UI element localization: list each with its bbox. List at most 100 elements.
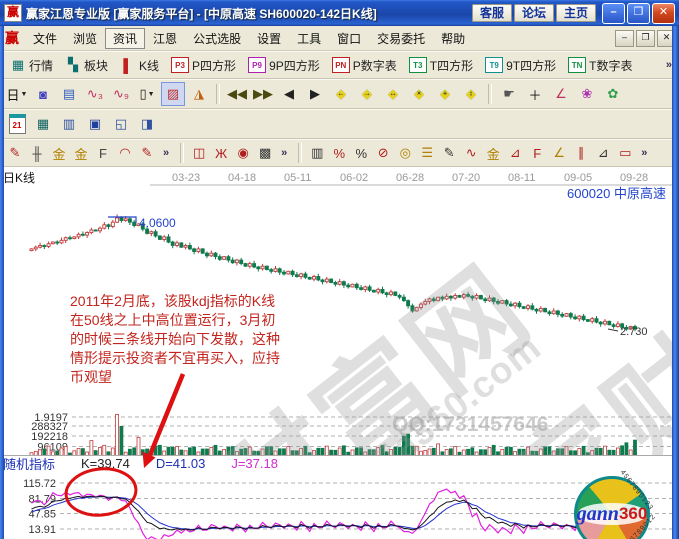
- marker-tool-icon[interactable]: ✎: [443, 145, 455, 160]
- menu-item-交易委托[interactable]: 交易委托: [377, 31, 426, 46]
- menu-item-江恩[interactable]: 江恩: [153, 31, 178, 46]
- last-bar-button[interactable]: ▶▶: [253, 86, 273, 101]
- menu-item-窗口[interactable]: 窗口: [337, 31, 362, 46]
- maximize-button[interactable]: ❐: [627, 3, 650, 24]
- kdj-scale-label: 115.72: [23, 478, 56, 490]
- menu-item-工具[interactable]: 工具: [297, 31, 322, 46]
- zoom-plus-diamond[interactable]: ◆ +: [440, 86, 450, 101]
- window-title: 赢家江恩专业版 [赢家服务平台] - [中原高速 SH600020-142日K线…: [26, 6, 377, 21]
- gold-circle-tool-icon[interactable]: ◎: [399, 145, 411, 160]
- window-border-right[interactable]: [672, 26, 679, 539]
- color-chart-icon[interactable]: ◮: [194, 86, 204, 101]
- panel-label: 日K线: [3, 171, 36, 185]
- gann-pattern-icon[interactable]: ▨: [161, 82, 185, 106]
- toolbar4-group2-chevron[interactable]: »: [641, 147, 648, 159]
- stochastic-indicator-panel[interactable]: 随机指标 K=39.74 D=41.03 J=37.18 115.72 81.79…: [0, 455, 679, 539]
- child-restore-button[interactable]: ❐: [636, 29, 655, 47]
- t-table-button[interactable]: TN T数字表: [562, 54, 638, 77]
- title-button-主页[interactable]: 主页: [555, 4, 596, 22]
- j-line-tool-icon[interactable]: ⊿: [509, 145, 521, 160]
- zoom-v-diamond-mark: ↕: [469, 90, 473, 98]
- gann-box-tool-icon[interactable]: ◫: [192, 145, 206, 160]
- p-square-button[interactable]: P3 P四方形: [165, 54, 242, 77]
- hash-grid-tool-icon[interactable]: ╫: [32, 145, 42, 161]
- zoom-h-diamond[interactable]: ◆ ↔: [388, 86, 398, 101]
- calendar-icon[interactable]: 21: [5, 112, 29, 136]
- gold-lines-tool-icon[interactable]: ☰: [421, 145, 434, 160]
- prev-bar-button[interactable]: ◀: [284, 86, 294, 101]
- notepad-icon[interactable]: ▥: [62, 116, 76, 131]
- hand-tool-icon[interactable]: ☛: [503, 86, 515, 101]
- j-line: [31, 488, 636, 539]
- p-table-button-label: P数字表: [352, 58, 397, 73]
- gold-text-tool-icon[interactable]: 金: [486, 146, 500, 162]
- percent-line-tool-icon[interactable]: %: [333, 145, 346, 161]
- calculator-icon[interactable]: ▦: [36, 116, 50, 131]
- title-button-论坛[interactable]: 论坛: [513, 4, 554, 22]
- compass2-tool-icon[interactable]: ✎: [141, 145, 153, 160]
- period-day-selector[interactable]: 日 ▼: [6, 87, 28, 103]
- zoom-right-diamond[interactable]: ◆ →: [362, 86, 372, 101]
- wave-9-icon[interactable]: ∿₉: [112, 86, 130, 101]
- zoom-v-diamond[interactable]: ◆ ↕: [466, 86, 476, 101]
- wave-3-icon[interactable]: ∿₃: [86, 86, 104, 101]
- speed-line-tool-icon[interactable]: ∥: [578, 145, 585, 160]
- zoom-left-diamond[interactable]: ◆ ←: [336, 86, 346, 101]
- toolbar4-group1-chevron[interactable]: »: [281, 147, 288, 159]
- next-bar-button[interactable]: ▶: [310, 86, 320, 101]
- zoom-x-diamond[interactable]: ◆ ×: [414, 86, 424, 101]
- box-line-tool-icon[interactable]: ▭: [619, 145, 632, 160]
- candlestick-canvas[interactable]: 03-23 04-18 05-11 06-02 06-28 07-20 08-11 09-05…: [0, 167, 679, 455]
- toolbar4-group0-chevron[interactable]: »: [163, 147, 170, 159]
- compass-tool-icon[interactable]: ✎: [9, 145, 21, 160]
- kline-chart-panel[interactable]: 日K线 赢家财富网 赢家财富网 www.yingjia360.com QQ:17…: [0, 167, 679, 455]
- app-icon: 赢: [4, 4, 22, 22]
- date-tick: 09-28: [620, 172, 648, 184]
- square-pattern-tool-icon[interactable]: ▩: [258, 145, 272, 160]
- p-square-button-label: P四方形: [192, 58, 237, 73]
- percent-circle-tool-icon[interactable]: ⊘: [377, 145, 389, 160]
- channel-tool-icon[interactable]: ⊿: [597, 145, 609, 160]
- menu-item-设置[interactable]: 设置: [257, 31, 282, 46]
- gold-grid2-tool-icon[interactable]: 金: [74, 146, 88, 162]
- t-square-button[interactable]: T3 T四方形: [403, 54, 479, 77]
- knot-tool-icon[interactable]: ✿: [607, 86, 619, 101]
- export-icon[interactable]: ◱: [114, 116, 128, 131]
- angle-tool-icon[interactable]: ∠: [555, 86, 567, 101]
- info-scroll-icon[interactable]: ▤: [62, 86, 76, 101]
- title-button-客服[interactable]: 客服: [471, 4, 512, 22]
- sync-icon[interactable]: ◨: [140, 116, 154, 131]
- save-icon[interactable]: ▣: [88, 116, 102, 131]
- circle-pattern-tool-icon[interactable]: ◉: [237, 145, 249, 160]
- kdj-scale-label: 81.79: [28, 494, 56, 506]
- 9p-square-button[interactable]: P9 9P四方形: [242, 54, 326, 77]
- crosshair-tool-icon[interactable]: ＋: [528, 87, 542, 103]
- close-button[interactable]: ✕: [652, 3, 675, 24]
- 9t-square-button[interactable]: T9 9T四方形: [479, 54, 562, 77]
- menu-item-帮助[interactable]: 帮助: [441, 31, 466, 46]
- menu-item-文件[interactable]: 文件: [33, 31, 58, 46]
- percent2-tool-icon[interactable]: %: [355, 145, 368, 161]
- fan-tool-icon[interactable]: Ж: [215, 145, 228, 161]
- ruler-tool-icon[interactable]: ▥: [311, 145, 324, 160]
- pattern-window-icon[interactable]: ◙: [39, 86, 47, 102]
- flower-tool-icon[interactable]: ❀: [581, 86, 593, 101]
- menu-item-资讯[interactable]: 资讯: [105, 27, 146, 49]
- wave-tool-icon[interactable]: ∿: [465, 145, 477, 160]
- candle-style-selector[interactable]: ▯ ▼: [139, 86, 155, 101]
- first-bar-button[interactable]: ◀◀: [227, 86, 247, 101]
- arc-tool-icon[interactable]: ◠: [119, 145, 131, 160]
- menu-item-公式选股[interactable]: 公式选股: [193, 31, 242, 46]
- p-table-button[interactable]: PN P数字表: [326, 54, 403, 77]
- gold-grid-tool-icon[interactable]: 金: [52, 146, 66, 162]
- kline-button[interactable]: ▌ K线: [114, 54, 165, 77]
- toolbar1-overflow-chevron[interactable]: »: [665, 59, 672, 71]
- sectors-button[interactable]: ▚ 板块: [59, 54, 114, 77]
- f-line-tool-icon[interactable]: F: [533, 145, 542, 161]
- angle-line-tool-icon[interactable]: ∠: [553, 145, 566, 160]
- minimize-button[interactable]: –: [602, 3, 625, 24]
- quotes-button[interactable]: ▦ 行情: [4, 54, 59, 77]
- menu-item-浏览[interactable]: 浏览: [73, 31, 98, 46]
- f-grid-tool-icon[interactable]: F: [99, 145, 107, 161]
- child-minimize-button[interactable]: –: [615, 29, 634, 47]
